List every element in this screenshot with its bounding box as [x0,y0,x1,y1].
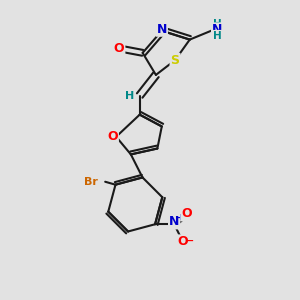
Text: Br: Br [84,177,98,187]
Text: N: N [212,23,222,36]
Text: H: H [213,19,222,29]
Text: −: − [186,236,194,245]
Text: O: O [178,236,188,248]
Text: S: S [170,54,179,67]
Text: H: H [125,91,134,100]
Text: +: + [176,213,183,222]
Text: O: O [107,130,118,143]
Text: O: O [114,42,124,55]
Text: N: N [169,215,179,228]
Text: H: H [213,31,222,41]
Text: O: O [181,207,192,220]
Text: N: N [157,23,167,36]
